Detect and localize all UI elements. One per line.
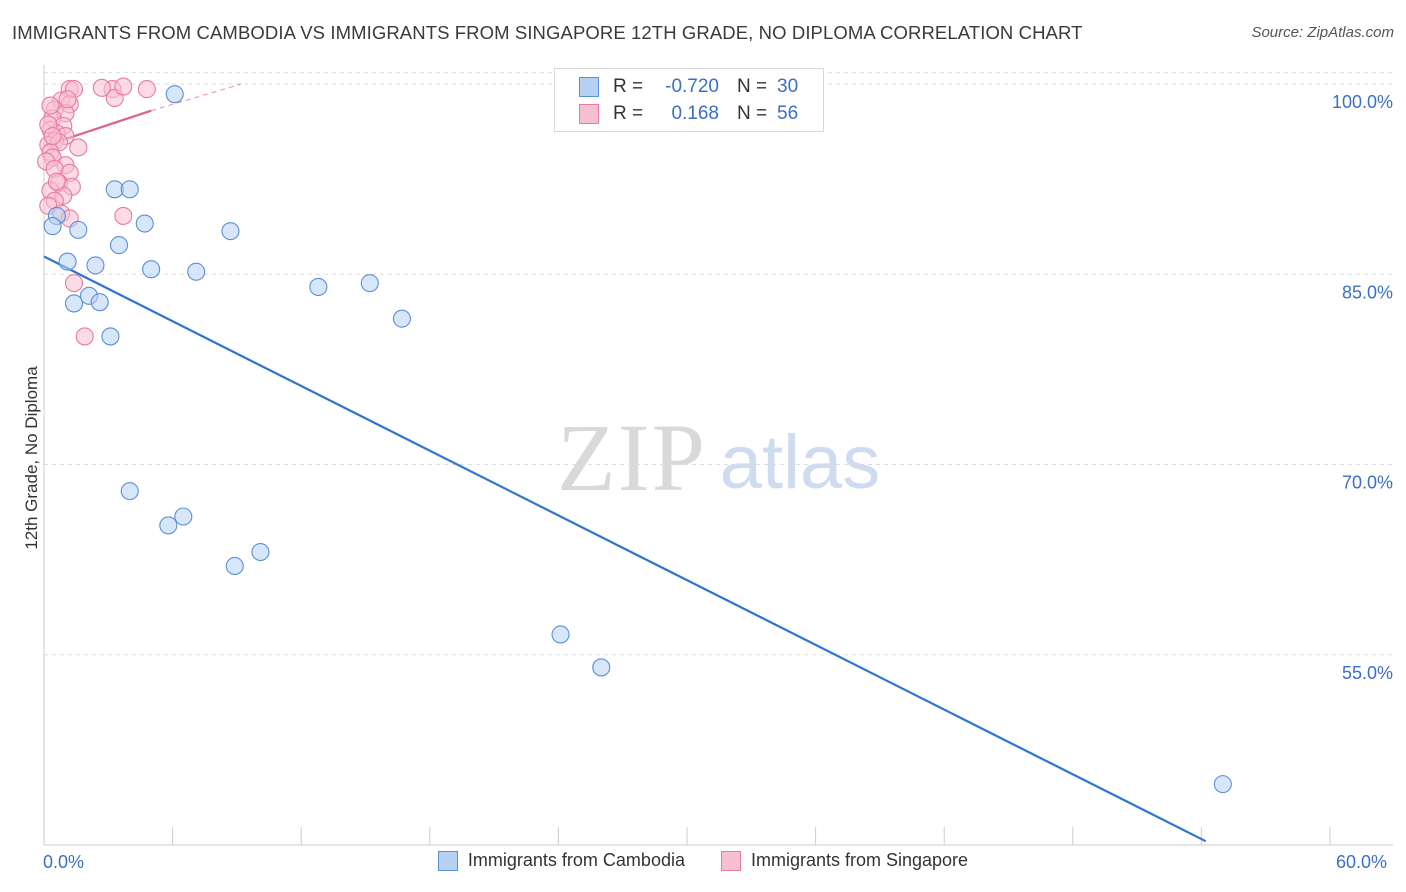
legend-n-label: N = — [737, 103, 768, 124]
legend-n-value: 56 — [777, 103, 799, 124]
cambodia-trend-line — [43, 255, 1207, 843]
cambodia-point — [159, 516, 178, 535]
cambodia-point — [64, 294, 84, 313]
cambodia-point — [592, 658, 611, 677]
cambodia-point — [392, 309, 411, 328]
cambodia-point — [101, 327, 120, 346]
singapore-point — [41, 96, 60, 115]
singapore-swatch — [579, 104, 599, 124]
cambodia-point — [225, 556, 244, 576]
cambodia-point — [142, 260, 161, 279]
cambodia-swatch — [437, 850, 458, 871]
cambodia-point — [360, 274, 379, 293]
watermark-zip: ZIP — [557, 404, 707, 511]
cambodia-point — [135, 214, 154, 233]
singapore-swatch — [720, 850, 741, 871]
legend-row-cambodia: R = -0.720 N = 30 — [579, 74, 798, 100]
singapore-point — [47, 172, 66, 191]
singapore-point — [137, 80, 156, 99]
cambodia-point — [58, 252, 77, 271]
y-axis-label: 12th Grade, No Diploma — [22, 366, 41, 550]
y-tick-label: 70.0% — [1342, 473, 1393, 493]
legend-n-label: N = — [737, 76, 768, 97]
cambodia-point — [174, 507, 193, 526]
chart-title: IMMIGRANTS FROM CAMBODIA VS IMMIGRANTS F… — [12, 22, 1083, 43]
legend-r-value: 0.168 — [671, 103, 719, 124]
singapore-point — [114, 206, 133, 225]
singapore-point — [114, 77, 133, 96]
cambodia-point — [120, 180, 139, 199]
cambodia-point — [86, 256, 105, 275]
legend-row-singapore: R = 0.168 N = 56 — [579, 101, 798, 127]
legend-r-value: -0.720 — [665, 76, 719, 97]
legend-label-singapore: Immigrants from Singapore — [750, 850, 969, 870]
watermark-atlas: atlas — [720, 420, 881, 505]
cambodia-point — [165, 85, 184, 104]
legend-r-label: R = — [613, 103, 644, 124]
source-label: Source: ZipAtlas.com — [1251, 24, 1394, 41]
cambodia-point — [120, 482, 139, 501]
cambodia-point — [105, 180, 124, 199]
cambodia-point — [1213, 775, 1232, 794]
cambodia-point — [69, 220, 88, 239]
series-legend: Immigrants from Cambodia Immigrants from… — [0, 850, 1406, 871]
y-tick-label: 55.0% — [1342, 663, 1393, 683]
x-tick-label-min: 0.0% — [43, 852, 85, 872]
singapore-point — [69, 138, 88, 157]
cambodia-point — [187, 262, 206, 281]
correlation-legend: R = -0.720 N = 30 R = 0.168 N = 56 — [554, 68, 824, 132]
singapore-point — [58, 90, 77, 109]
cambodia-point — [109, 236, 129, 255]
legend-label-cambodia: Immigrants from Cambodia — [467, 850, 685, 870]
legend-item-singapore[interactable]: Immigrants from Singapore — [720, 850, 969, 871]
cambodia-point — [90, 293, 109, 312]
cambodia-swatch — [579, 77, 599, 97]
y-tick-label: 85.0% — [1342, 282, 1393, 302]
cambodia-point — [221, 222, 240, 241]
watermark: ZIP atlas — [557, 404, 880, 511]
legend-n-value: 30 — [777, 76, 799, 97]
x-tick-label-max: 60.0% — [1336, 852, 1388, 872]
singapore-trend-extension — [150, 83, 242, 112]
singapore-point — [64, 274, 84, 293]
singapore-point — [75, 327, 94, 346]
cambodia-point — [309, 277, 328, 297]
legend-r-label: R = — [613, 76, 644, 97]
cambodia-point — [551, 625, 570, 644]
y-tick-label: 100.0% — [1332, 92, 1393, 112]
cambodia-point — [43, 217, 62, 236]
singapore-point — [92, 78, 111, 97]
cambodia-point — [251, 542, 270, 562]
singapore-point — [43, 126, 62, 146]
legend-item-cambodia[interactable]: Immigrants from Cambodia — [437, 850, 685, 871]
